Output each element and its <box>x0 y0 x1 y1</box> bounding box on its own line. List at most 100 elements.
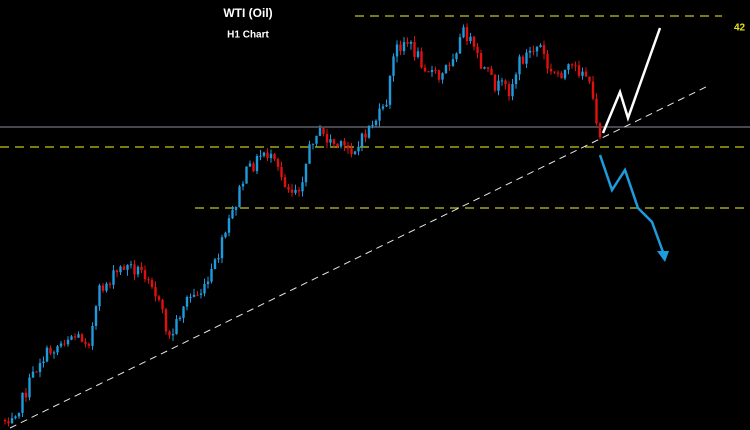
candle-body <box>357 146 360 152</box>
candle-body <box>430 70 434 73</box>
candle-body <box>451 59 455 66</box>
candle-body <box>378 108 381 121</box>
candle-body <box>420 51 423 68</box>
candle-body <box>238 186 241 207</box>
candle-body <box>514 74 518 85</box>
candle-body <box>98 285 101 307</box>
candle-body <box>462 27 465 38</box>
candle-body <box>133 264 136 275</box>
candle-body <box>273 153 276 160</box>
candle-body <box>483 67 486 69</box>
candle-body <box>339 141 343 147</box>
candle-body <box>577 65 581 76</box>
candle-body <box>220 237 224 259</box>
candle-body <box>203 283 206 294</box>
candle-body <box>119 266 122 273</box>
candle-body <box>479 53 483 69</box>
candle-body <box>346 145 350 149</box>
candle-body <box>140 266 143 271</box>
candle-body <box>28 377 31 398</box>
candle-body <box>332 139 336 144</box>
candle-body <box>199 293 203 295</box>
chart-title: WTI (Oil) <box>223 6 272 20</box>
candle-body <box>511 84 514 97</box>
candle-body <box>7 421 10 424</box>
candle-body <box>353 151 357 155</box>
candle-body <box>364 133 367 138</box>
candle-body <box>416 51 420 57</box>
candle-body <box>388 75 392 105</box>
candle-body <box>556 72 560 74</box>
candle-body <box>448 65 451 67</box>
candle-body <box>171 333 175 336</box>
candle-body <box>70 336 73 340</box>
candle-body <box>521 56 525 64</box>
candle-body <box>234 206 238 210</box>
candle-body <box>150 280 154 287</box>
candle-body <box>231 209 234 219</box>
candle-body <box>560 73 563 79</box>
candle-body <box>80 334 84 342</box>
candle-body <box>574 65 577 67</box>
candle-body <box>409 41 413 44</box>
candle-body <box>283 177 287 188</box>
candle-body <box>385 104 388 107</box>
candle-body <box>196 294 199 296</box>
candle-body <box>493 74 497 91</box>
candle-body <box>112 270 115 285</box>
candle-body <box>210 268 213 282</box>
candle-body <box>147 279 150 281</box>
candle-body <box>581 71 584 76</box>
candle-body <box>395 44 399 57</box>
candle-body <box>308 144 311 164</box>
candle-body <box>507 84 511 97</box>
candle-body <box>91 326 94 346</box>
candle-body <box>24 392 28 398</box>
candle-body <box>77 334 80 338</box>
candle-body <box>553 71 556 73</box>
trend-line <box>9 84 711 429</box>
candle-body <box>542 45 546 54</box>
bearish-scenario-arrow <box>598 154 665 253</box>
candle-body <box>154 286 157 297</box>
candle-body <box>441 73 444 80</box>
candle-body <box>504 80 507 85</box>
chart-subtitle: H1 Chart <box>227 30 269 41</box>
candle-body <box>294 189 297 193</box>
candle-body <box>56 346 59 353</box>
candle-body <box>570 64 574 66</box>
candle-body <box>374 120 378 125</box>
candle-body <box>122 266 126 270</box>
candle-body <box>444 65 448 74</box>
candle-body <box>458 37 462 54</box>
candle-body <box>472 36 476 47</box>
candle-body <box>591 81 595 99</box>
candle-body <box>518 56 521 75</box>
candle-body <box>178 317 182 320</box>
candle-body <box>136 266 140 275</box>
candle-body <box>164 309 168 332</box>
candle-body <box>584 71 588 77</box>
candle-body <box>563 69 567 79</box>
candle-body <box>549 68 553 72</box>
candle-body <box>189 296 192 298</box>
candle-body <box>38 363 42 373</box>
candle-body <box>52 352 56 354</box>
candle-body <box>455 53 458 60</box>
candle-body <box>108 283 112 285</box>
candle-body <box>269 153 273 159</box>
candle-body <box>115 270 119 273</box>
candle-body <box>17 412 21 417</box>
candle-body <box>262 152 266 156</box>
candle-body <box>31 371 35 378</box>
candle-body <box>42 361 45 364</box>
candle-body <box>437 70 441 80</box>
candle-body <box>266 152 269 159</box>
candle-body <box>255 155 259 172</box>
candle-body <box>476 46 479 54</box>
candle-body <box>325 133 329 143</box>
candle-body <box>315 135 318 144</box>
candle-body <box>280 166 283 178</box>
candle-body <box>486 67 490 69</box>
